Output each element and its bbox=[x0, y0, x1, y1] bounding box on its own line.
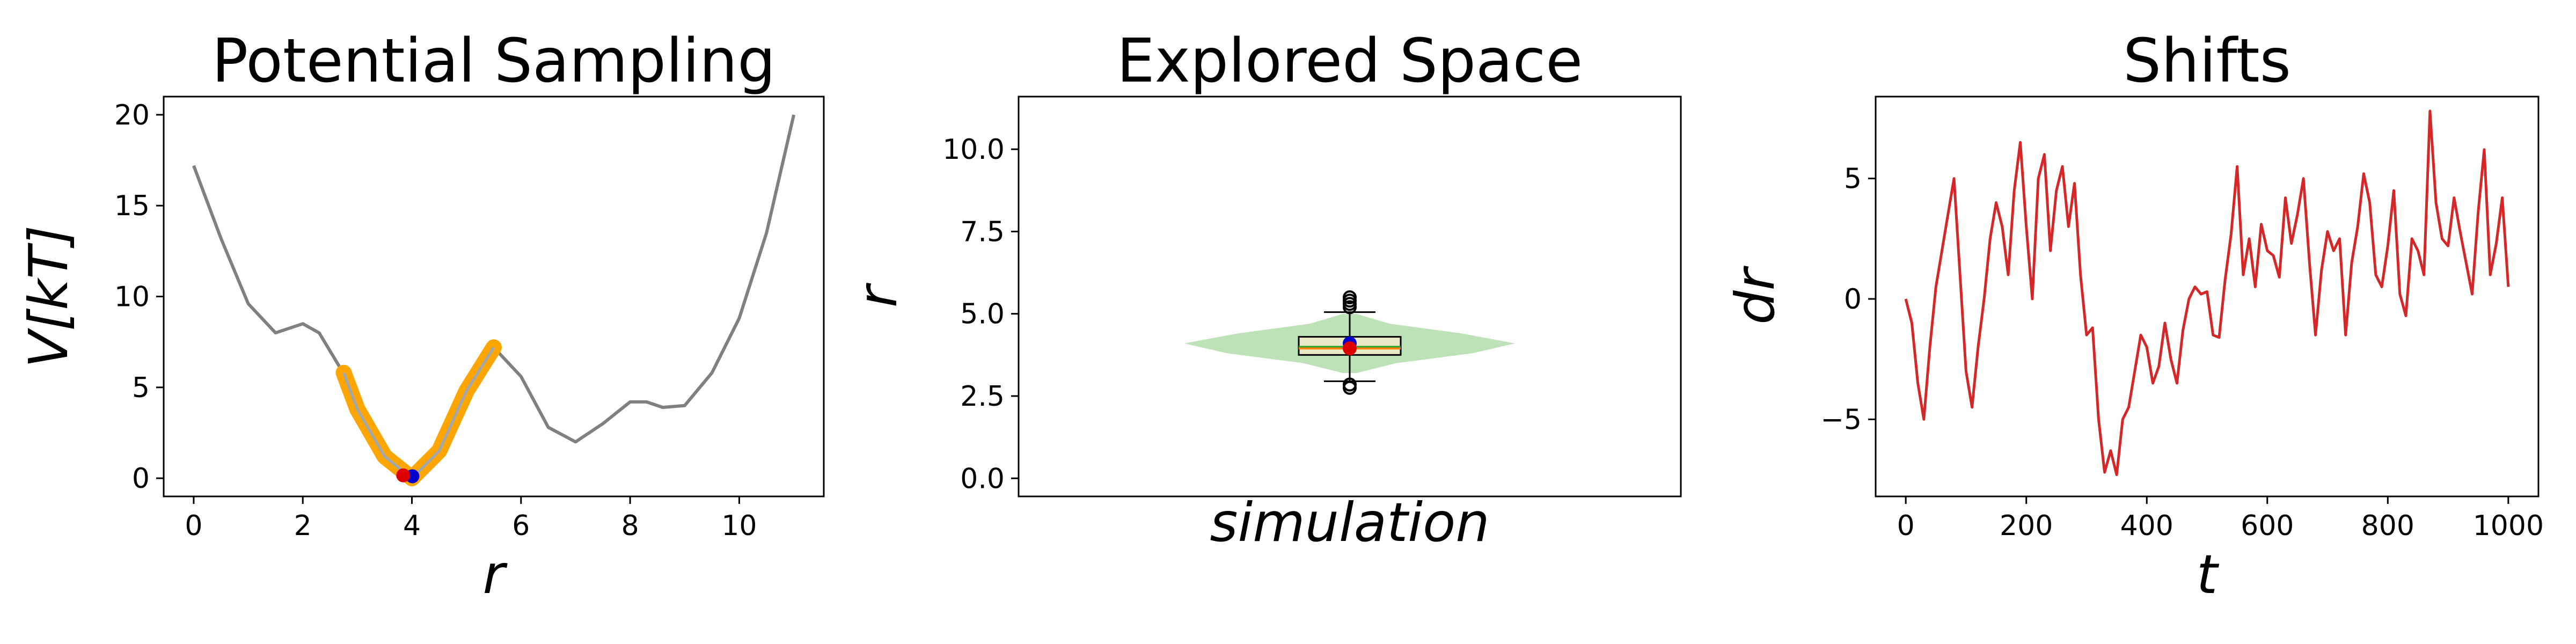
y-tick-label: 0 bbox=[132, 463, 150, 495]
shifts-title: Shifts bbox=[2123, 26, 2291, 96]
x-tick-label: 200 bbox=[2000, 510, 2053, 542]
y-tick-label: −5 bbox=[1820, 404, 1862, 436]
current-position-marker bbox=[1343, 341, 1357, 356]
explored-space-y-label: r bbox=[846, 282, 909, 308]
shifts-frame bbox=[1875, 96, 2540, 497]
shift-trace bbox=[1904, 109, 2510, 477]
potential-sampling-plot-area bbox=[192, 114, 796, 487]
y-tick-label: 15 bbox=[114, 190, 150, 222]
explored-space-ticks: 0.0 2.5 5.0 7.5 10.0 bbox=[942, 134, 1019, 495]
potential-sampling-panel: Potential Sampling 0 2 4 6 8 10 0 5 10 15 20 r V[k… bbox=[17, 26, 825, 606]
shifts-y-label: dr bbox=[1724, 265, 1787, 324]
potential-sampling-frame bbox=[163, 96, 825, 497]
shifts-panel: Shifts 0 200 400 600 800 1000 −5 0 5 t dr bbox=[1724, 26, 2544, 606]
x-tick-label: 2 bbox=[294, 510, 312, 542]
current-position-marker bbox=[396, 468, 411, 482]
y-tick-label: 10 bbox=[114, 281, 150, 313]
sampled-region-band bbox=[335, 339, 502, 487]
x-tick-label: 0 bbox=[185, 510, 202, 542]
x-tick-label: 400 bbox=[2120, 510, 2174, 542]
explored-space-x-label: simulation bbox=[1210, 491, 1489, 554]
x-tick-label: 800 bbox=[2361, 510, 2414, 542]
x-tick-label: 600 bbox=[2241, 510, 2294, 542]
explored-space-frame bbox=[1018, 96, 1682, 497]
outlier-point bbox=[1343, 290, 1357, 305]
shifts-x-label: t bbox=[2197, 543, 2220, 606]
potential-sampling-y-label: V[kT] bbox=[17, 225, 80, 368]
shifts-plot-area bbox=[1904, 109, 2510, 477]
y-tick-label: 5 bbox=[132, 372, 150, 404]
x-tick-label: 10 bbox=[721, 510, 757, 542]
y-tick-label: 0 bbox=[1844, 283, 1862, 316]
potential-sampling-title: Potential Sampling bbox=[212, 26, 776, 96]
y-tick-label: 5.0 bbox=[960, 298, 1005, 331]
outlier-point bbox=[1343, 377, 1357, 392]
y-tick-label: 2.5 bbox=[960, 380, 1005, 413]
potential-sampling-x-label: r bbox=[482, 543, 508, 606]
y-tick-label: 5 bbox=[1844, 163, 1862, 195]
x-tick-label: 6 bbox=[512, 510, 530, 542]
y-tick-label: 10.0 bbox=[942, 134, 1005, 166]
y-tick-label: 20 bbox=[114, 99, 150, 131]
y-tick-label: 0.0 bbox=[960, 463, 1005, 495]
x-tick-label: 0 bbox=[1897, 510, 1915, 542]
explored-space-title: Explored Space bbox=[1117, 26, 1583, 96]
potential-curve bbox=[192, 114, 796, 480]
shifts-ticks: 0 200 400 600 800 1000 −5 0 5 bbox=[1820, 163, 2544, 542]
x-tick-label: 1000 bbox=[2473, 510, 2544, 542]
x-tick-label: 4 bbox=[403, 510, 421, 542]
explored-space-plot-area bbox=[1184, 290, 1516, 395]
explored-space-panel: Explored Space 0.0 2.5 5.0 7.5 10.0 simulati… bbox=[846, 26, 1682, 554]
y-tick-label: 7.5 bbox=[960, 216, 1005, 248]
x-tick-label: 8 bbox=[621, 510, 639, 542]
potential-sampling-ticks: 0 2 4 6 8 10 0 5 10 15 20 bbox=[114, 99, 757, 542]
